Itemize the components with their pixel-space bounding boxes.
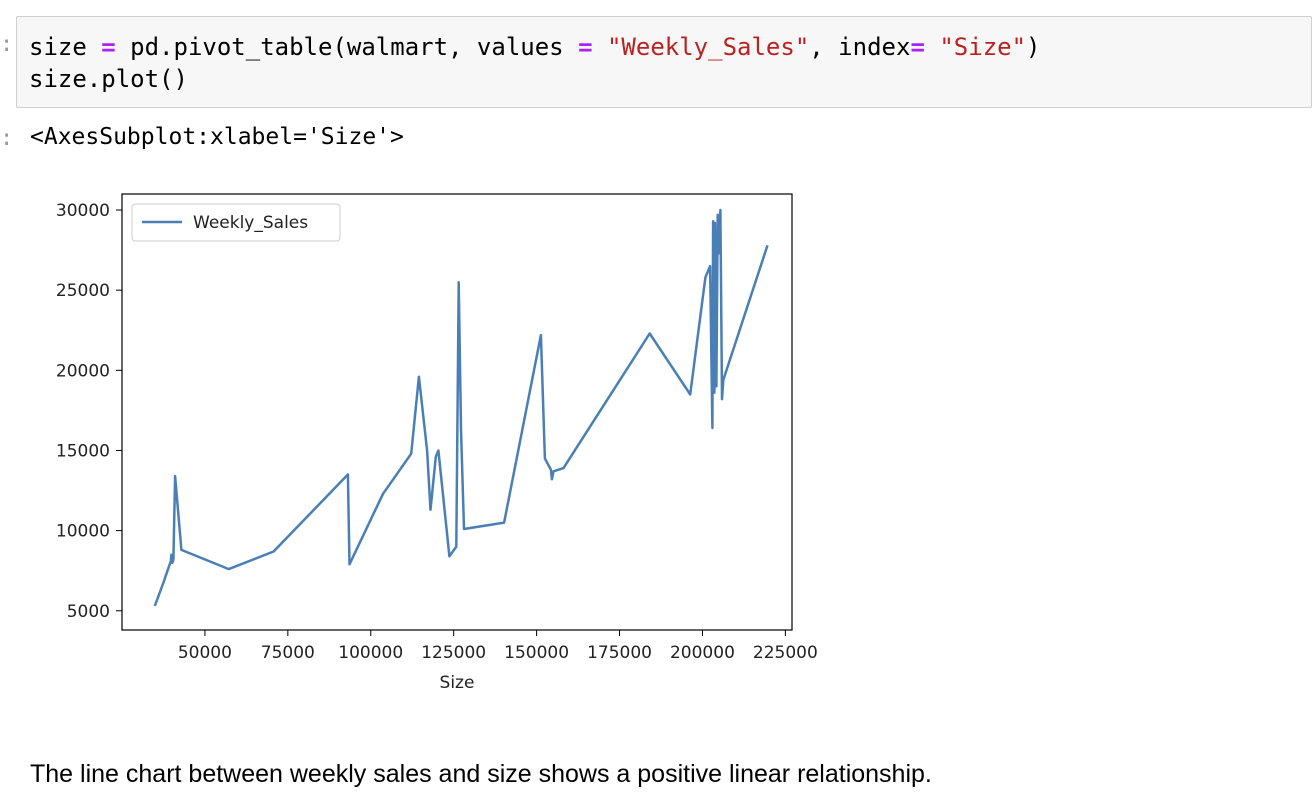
y-tick-label: 5000 bbox=[67, 602, 110, 622]
x-tick-label: 225000 bbox=[753, 643, 818, 663]
x-tick-label: 100000 bbox=[338, 643, 403, 663]
y-tick-label: 15000 bbox=[56, 441, 110, 461]
x-tick-label: 175000 bbox=[587, 643, 652, 663]
input-prompt-marker: : bbox=[0, 32, 14, 57]
line-chart: 50000 75000 100000 125000 150000 175000 200000… bbox=[56, 193, 818, 693]
y-tick-label: 10000 bbox=[56, 522, 110, 542]
code-token: size bbox=[29, 33, 102, 61]
x-tick-label: 50000 bbox=[178, 643, 232, 663]
x-axis-label: Size bbox=[440, 673, 475, 693]
y-tick-label: 20000 bbox=[56, 361, 110, 381]
code-string: "Size" bbox=[939, 33, 1027, 61]
code-line-2: size.plot() bbox=[29, 65, 188, 93]
code-token bbox=[925, 33, 939, 61]
x-tick-label: 125000 bbox=[421, 643, 486, 663]
code-operator: = bbox=[910, 33, 925, 61]
code-token bbox=[593, 33, 607, 61]
x-tick-label: 75000 bbox=[261, 643, 315, 663]
series-line-weekly-sales bbox=[153, 208, 769, 607]
code-token: ) bbox=[1026, 33, 1041, 61]
code-token: pd.pivot_table(walmart, values bbox=[115, 33, 579, 61]
output-prompt-marker: : bbox=[0, 126, 14, 151]
x-tick-label: 150000 bbox=[504, 643, 569, 663]
legend: Weekly_Sales bbox=[131, 203, 341, 242]
code-cell[interactable]: size = pd.pivot_table(walmart, values = … bbox=[16, 16, 1312, 108]
x-tick-label: 200000 bbox=[670, 643, 735, 663]
legend-box bbox=[131, 203, 341, 242]
code-operator: = bbox=[578, 33, 593, 61]
markdown-text: The line chart between weekly sales and … bbox=[30, 760, 932, 788]
code-token: , index bbox=[809, 33, 911, 61]
code-string: "Weekly_Sales" bbox=[606, 33, 810, 61]
code-operator: = bbox=[101, 33, 116, 61]
y-tick-label: 25000 bbox=[56, 281, 110, 301]
y-axis-ticks: 5000 10000 15000 20000 25000 30000 bbox=[56, 201, 122, 622]
x-axis-ticks: 50000 75000 100000 125000 150000 175000 200000… bbox=[178, 630, 818, 663]
code-line-1: size = pd.pivot_table(walmart, values = … bbox=[29, 31, 1311, 63]
legend-label: Weekly_Sales bbox=[193, 213, 308, 233]
y-tick-label: 30000 bbox=[56, 201, 110, 221]
series-group bbox=[153, 208, 769, 607]
output-repr-text: <AxesSubplot:xlabel='Size'> bbox=[30, 124, 404, 150]
